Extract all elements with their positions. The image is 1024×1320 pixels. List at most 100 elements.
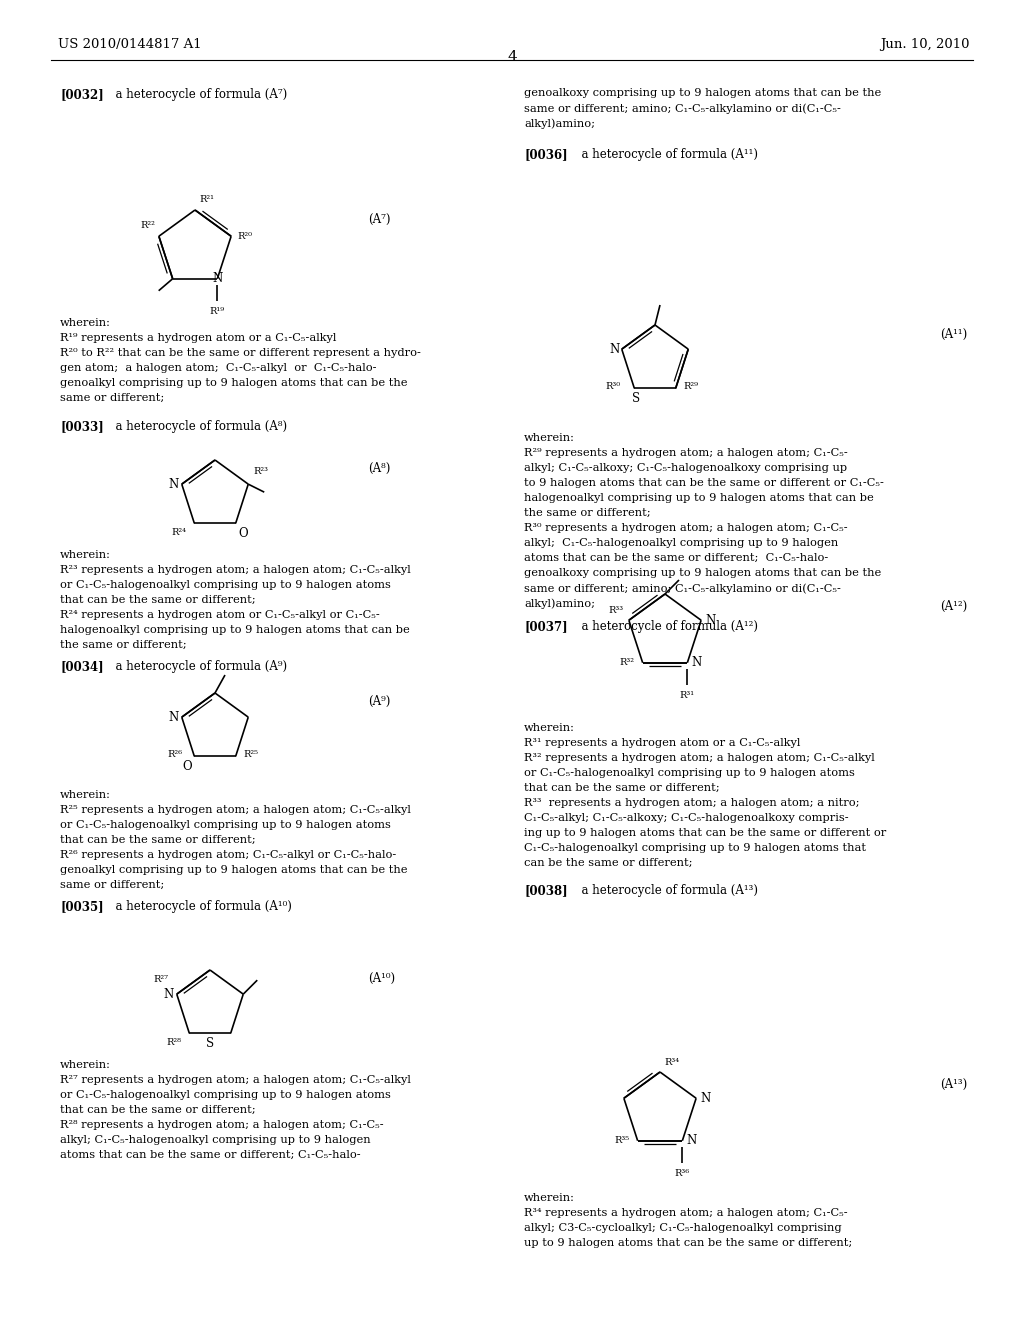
Text: R²⁴ represents a hydrogen atom or C₁-C₅-alkyl or C₁-C₅-: R²⁴ represents a hydrogen atom or C₁-C₅-… (60, 610, 380, 620)
Text: C₁-C₅-alkyl; C₁-C₅-alkoxy; C₁-C₅-halogenoalkoxy compris-: C₁-C₅-alkyl; C₁-C₅-alkoxy; C₁-C₅-halogen… (524, 813, 849, 822)
Text: or C₁-C₅-halogenoalkyl comprising up to 9 halogen atoms: or C₁-C₅-halogenoalkyl comprising up to … (60, 579, 391, 590)
Text: [0034]: [0034] (60, 660, 103, 673)
Text: R³⁶: R³⁶ (675, 1168, 690, 1177)
Text: genoalkyl comprising up to 9 halogen atoms that can be the: genoalkyl comprising up to 9 halogen ato… (60, 378, 408, 388)
Text: R²⁵ represents a hydrogen atom; a halogen atom; C₁-C₅-alkyl: R²⁵ represents a hydrogen atom; a haloge… (60, 805, 411, 814)
Text: the same or different;: the same or different; (60, 640, 186, 649)
Text: S: S (632, 392, 640, 405)
Text: a heterocycle of formula (A¹²): a heterocycle of formula (A¹²) (574, 620, 758, 634)
Text: R¹⁹: R¹⁹ (210, 306, 225, 315)
Text: alkyl;  C₁-C₅-halogenoalkyl comprising up to 9 halogen: alkyl; C₁-C₅-halogenoalkyl comprising up… (524, 539, 839, 548)
Text: alkyl; C₁-C₅-alkoxy; C₁-C₅-halogenoalkoxy comprising up: alkyl; C₁-C₅-alkoxy; C₁-C₅-halogenoalkox… (524, 463, 847, 473)
Text: a heterocycle of formula (A⁷): a heterocycle of formula (A⁷) (108, 88, 288, 102)
Text: or C₁-C₅-halogenoalkyl comprising up to 9 halogen atoms: or C₁-C₅-halogenoalkyl comprising up to … (60, 1090, 391, 1100)
Text: R³⁵: R³⁵ (614, 1137, 630, 1146)
Text: US 2010/0144817 A1: US 2010/0144817 A1 (58, 38, 202, 51)
Text: alkyl)amino;: alkyl)amino; (524, 598, 595, 609)
Text: O: O (182, 760, 193, 774)
Text: R³²: R³² (620, 659, 635, 667)
Text: halogenoalkyl comprising up to 9 halogen atoms that can be: halogenoalkyl comprising up to 9 halogen… (60, 624, 410, 635)
Text: R²⁵: R²⁵ (244, 750, 259, 759)
Text: same or different;: same or different; (60, 880, 164, 890)
Text: wherein:: wherein: (60, 1060, 111, 1071)
Text: R³¹: R³¹ (680, 690, 695, 700)
Text: 4: 4 (507, 50, 517, 63)
Text: S: S (206, 1038, 214, 1051)
Text: R²⁰: R²⁰ (238, 232, 252, 240)
Text: R³³  represents a hydrogen atom; a halogen atom; a nitro;: R³³ represents a hydrogen atom; a haloge… (524, 799, 859, 808)
Text: (A¹³): (A¹³) (940, 1078, 968, 1092)
Text: R²⁹: R²⁹ (684, 381, 698, 391)
Text: a heterocycle of formula (A¹³): a heterocycle of formula (A¹³) (574, 884, 758, 898)
Text: wherein:: wherein: (524, 1193, 574, 1203)
Text: the same or different;: the same or different; (524, 508, 650, 517)
Text: atoms that can be the same or different;  C₁-C₅-halo-: atoms that can be the same or different;… (524, 553, 828, 564)
Text: R²³: R²³ (253, 467, 268, 477)
Text: a heterocycle of formula (A¹¹): a heterocycle of formula (A¹¹) (574, 148, 758, 161)
Text: gen atom;  a halogen atom;  C₁-C₅-alkyl  or  C₁-C₅-halo-: gen atom; a halogen atom; C₁-C₅-alkyl or… (60, 363, 377, 374)
Text: genoalkoxy comprising up to 9 halogen atoms that can be the: genoalkoxy comprising up to 9 halogen at… (524, 88, 882, 98)
Text: R²⁷: R²⁷ (154, 975, 169, 985)
Text: [0032]: [0032] (60, 88, 103, 102)
Text: R²⁸ represents a hydrogen atom; a halogen atom; C₁-C₅-: R²⁸ represents a hydrogen atom; a haloge… (60, 1119, 384, 1130)
Text: wherein:: wherein: (60, 550, 111, 560)
Text: R²⁹ represents a hydrogen atom; a halogen atom; C₁-C₅-: R²⁹ represents a hydrogen atom; a haloge… (524, 447, 848, 458)
Text: N: N (706, 614, 716, 627)
Text: (A⁷): (A⁷) (368, 213, 390, 226)
Text: wherein:: wherein: (524, 723, 574, 733)
Text: a heterocycle of formula (A⁸): a heterocycle of formula (A⁸) (108, 420, 287, 433)
Text: ing up to 9 halogen atoms that can be the same or different or: ing up to 9 halogen atoms that can be th… (524, 828, 886, 838)
Text: alkyl)amino;: alkyl)amino; (524, 117, 595, 128)
Text: R³⁰: R³⁰ (605, 381, 621, 391)
Text: N: N (164, 987, 174, 1001)
Text: (A¹¹): (A¹¹) (940, 327, 968, 341)
Text: wherein:: wherein: (524, 433, 574, 444)
Text: N: N (700, 1092, 711, 1105)
Text: can be the same or different;: can be the same or different; (524, 858, 692, 869)
Text: to 9 halogen atoms that can be the same or different or C₁-C₅-: to 9 halogen atoms that can be the same … (524, 478, 884, 488)
Text: N: N (212, 272, 222, 285)
Text: up to 9 halogen atoms that can be the same or different;: up to 9 halogen atoms that can be the sa… (524, 1238, 852, 1247)
Text: same or different; amino; C₁-C₅-alkylamino or di(C₁-C₅-: same or different; amino; C₁-C₅-alkylami… (524, 583, 841, 594)
Text: (A⁸): (A⁸) (368, 462, 390, 475)
Text: [0037]: [0037] (524, 620, 567, 634)
Text: N: N (169, 478, 179, 491)
Text: same or different;: same or different; (60, 393, 164, 403)
Text: that can be the same or different;: that can be the same or different; (524, 783, 720, 793)
Text: R²¹: R²¹ (199, 195, 214, 205)
Text: genoalkoxy comprising up to 9 halogen atoms that can be the: genoalkoxy comprising up to 9 halogen at… (524, 568, 882, 578)
Text: O: O (239, 528, 248, 540)
Text: R²⁶ represents a hydrogen atom; C₁-C₅-alkyl or C₁-C₅-halo-: R²⁶ represents a hydrogen atom; C₁-C₅-al… (60, 850, 396, 861)
Text: or C₁-C₅-halogenoalkyl comprising up to 9 halogen atoms: or C₁-C₅-halogenoalkyl comprising up to … (60, 820, 391, 830)
Text: R¹⁹ represents a hydrogen atom or a C₁-C₅-alkyl: R¹⁹ represents a hydrogen atom or a C₁-C… (60, 333, 336, 343)
Text: alkyl; C₁-C₅-halogenoalkyl comprising up to 9 halogen: alkyl; C₁-C₅-halogenoalkyl comprising up… (60, 1135, 371, 1144)
Text: N: N (169, 710, 179, 723)
Text: R²⁰ to R²² that can be the same or different represent a hydro-: R²⁰ to R²² that can be the same or diffe… (60, 348, 421, 358)
Text: R²²: R²² (140, 222, 155, 230)
Text: wherein:: wherein: (60, 318, 111, 327)
Text: that can be the same or different;: that can be the same or different; (60, 595, 256, 605)
Text: N: N (686, 1134, 696, 1147)
Text: genoalkyl comprising up to 9 halogen atoms that can be the: genoalkyl comprising up to 9 halogen ato… (60, 865, 408, 875)
Text: N: N (691, 656, 701, 669)
Text: Jun. 10, 2010: Jun. 10, 2010 (881, 38, 970, 51)
Text: C₁-C₅-halogenoalkyl comprising up to 9 halogen atoms that: C₁-C₅-halogenoalkyl comprising up to 9 h… (524, 843, 866, 853)
Text: R³⁰ represents a hydrogen atom; a halogen atom; C₁-C₅-: R³⁰ represents a hydrogen atom; a haloge… (524, 523, 848, 533)
Text: [0036]: [0036] (524, 148, 567, 161)
Text: R²³ represents a hydrogen atom; a halogen atom; C₁-C₅-alkyl: R²³ represents a hydrogen atom; a haloge… (60, 565, 411, 576)
Text: R³⁴: R³⁴ (664, 1059, 679, 1067)
Text: same or different; amino; C₁-C₅-alkylamino or di(C₁-C₅-: same or different; amino; C₁-C₅-alkylami… (524, 103, 841, 114)
Text: R³¹ represents a hydrogen atom or a C₁-C₅-alkyl: R³¹ represents a hydrogen atom or a C₁-C… (524, 738, 801, 748)
Text: alkyl; C3-C₅-cycloalkyl; C₁-C₅-halogenoalkyl comprising: alkyl; C3-C₅-cycloalkyl; C₁-C₅-halogenoa… (524, 1224, 842, 1233)
Text: R³² represents a hydrogen atom; a halogen atom; C₁-C₅-alkyl: R³² represents a hydrogen atom; a haloge… (524, 752, 874, 763)
Text: or C₁-C₅-halogenoalkyl comprising up to 9 halogen atoms: or C₁-C₅-halogenoalkyl comprising up to … (524, 768, 855, 777)
Text: R²⁸: R²⁸ (166, 1039, 181, 1047)
Text: a heterocycle of formula (A¹⁰): a heterocycle of formula (A¹⁰) (108, 900, 292, 913)
Text: R²⁶: R²⁶ (167, 750, 182, 759)
Text: wherein:: wherein: (60, 789, 111, 800)
Text: [0038]: [0038] (524, 884, 567, 898)
Text: a heterocycle of formula (A⁹): a heterocycle of formula (A⁹) (108, 660, 287, 673)
Text: atoms that can be the same or different; C₁-C₅-halo-: atoms that can be the same or different;… (60, 1150, 360, 1160)
Text: N: N (609, 343, 620, 355)
Text: [0035]: [0035] (60, 900, 103, 913)
